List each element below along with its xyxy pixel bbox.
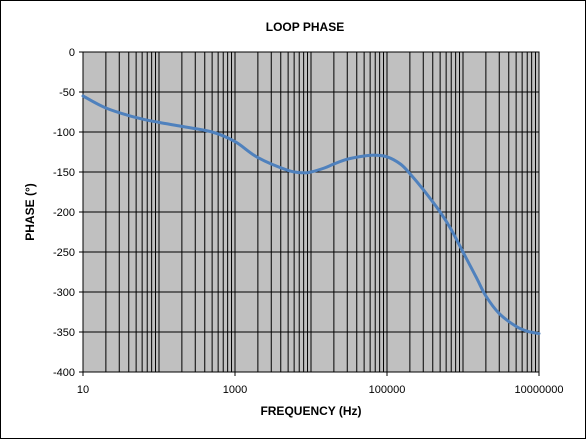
series-group [81,94,541,336]
y-tick-label: 0 [69,47,75,59]
phase-series-line [81,94,541,336]
y-axis: 0 -50 -100 -150 -200 -250 -300 -350 -400 [53,47,83,379]
y-tick-label: -200 [53,207,75,219]
x-axis-label: FREQUENCY (Hz) [260,404,361,418]
y-axis-label: PHASE (°) [23,183,37,240]
y-tick-label: -50 [59,87,75,99]
chart-title: LOOP PHASE [266,20,344,34]
grid-lines [83,52,539,372]
y-tick-label: -300 [53,287,75,299]
x-tick-label: 10 [77,384,89,396]
y-tick-label: -100 [53,127,75,139]
x-tick-label: 10000000 [515,384,564,396]
x-tick-label: 100000 [369,384,406,396]
y-tick-label: -150 [53,167,75,179]
y-tick-label: -350 [53,327,75,339]
y-tick-label: -400 [53,367,75,379]
x-tick-label: 1000 [223,384,247,396]
x-axis: 10 1000 100000 10000000 [77,372,564,396]
y-tick-label: -250 [53,247,75,259]
